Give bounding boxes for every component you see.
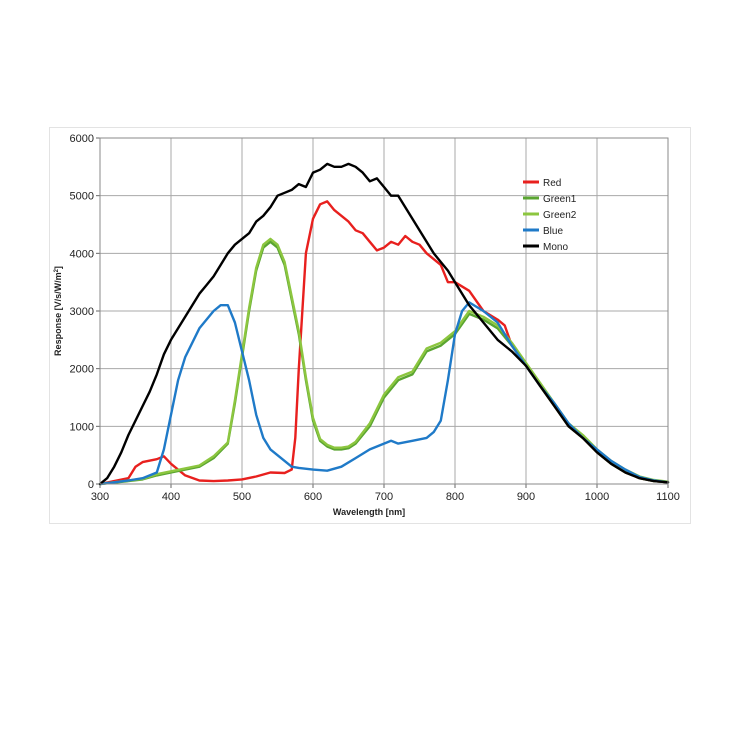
legend-label-mono: Mono	[543, 242, 568, 253]
y-axis-title: Response [V/s/W/m2]	[53, 266, 63, 356]
x-tick-1000: 1000	[585, 491, 609, 503]
grid	[99, 137, 669, 485]
x-axis-title: Wavelength [nm]	[333, 507, 405, 517]
legend-label-green1: Green1	[543, 194, 577, 205]
y-tick-labels: 0 1000 2000 3000 4000 5000 6000	[70, 133, 100, 491]
y-tick-6000: 6000	[70, 133, 94, 145]
x-tick-labels: 300 400 500 600 700 800 900 1000 1100	[91, 484, 680, 503]
series-group	[98, 162, 670, 486]
plot-border	[99, 137, 669, 485]
chart-frame	[49, 127, 691, 524]
x-tick-500: 500	[233, 491, 251, 503]
x-tick-1100: 1100	[656, 491, 680, 503]
x-tick-300: 300	[91, 491, 109, 503]
x-tick-400: 400	[162, 491, 180, 503]
y-tick-4000: 4000	[70, 248, 94, 260]
y-axis-title-tail: ]	[53, 266, 63, 269]
x-tick-900: 900	[517, 491, 535, 503]
legend-label-red: Red	[543, 178, 561, 189]
legend-label-green2: Green2	[543, 210, 577, 221]
x-tick-700: 700	[375, 491, 393, 503]
legend: Red Green1 Green2 Blue Mono	[523, 178, 577, 253]
x-tick-800: 800	[446, 491, 464, 503]
x-tick-600: 600	[304, 491, 322, 503]
legend-label-blue: Blue	[543, 226, 563, 237]
y-tick-1000: 1000	[70, 421, 94, 433]
y-axis-title-sup: 2	[54, 268, 60, 272]
series-line-mono	[98, 162, 670, 486]
y-tick-2000: 2000	[70, 364, 94, 376]
y-tick-0: 0	[88, 479, 94, 491]
y-tick-5000: 5000	[70, 191, 94, 203]
y-tick-3000: 3000	[70, 306, 94, 318]
y-axis-title-main: Response [V/s/W/m	[53, 272, 63, 356]
